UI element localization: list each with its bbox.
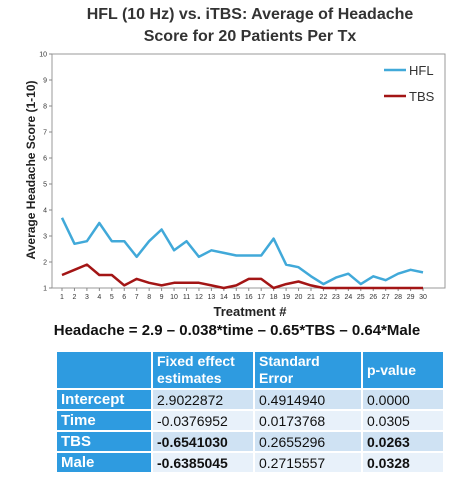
regression-equation: Headache = 2.9 – 0.038*time – 0.65*TBS –… bbox=[53, 322, 421, 339]
estimate-cell: 2.9022872 bbox=[153, 390, 253, 409]
x-tick-label: 19 bbox=[282, 294, 290, 301]
chart-title: HFL (10 Hz) vs. iTBS: Average of Headach… bbox=[40, 4, 460, 48]
table-row: Time -0.0376952 0.0173768 0.0305 bbox=[57, 411, 443, 430]
x-tick-label: 29 bbox=[407, 294, 415, 301]
x-tick-label: 23 bbox=[332, 294, 340, 301]
table-header-blank bbox=[57, 352, 151, 388]
legend-label: TBS bbox=[409, 89, 435, 104]
estimate-cell: -0.6541030 bbox=[153, 432, 253, 451]
y-tick-label: 6 bbox=[43, 156, 47, 163]
y-tick-label: 1 bbox=[43, 286, 47, 293]
series-line-tbs bbox=[61, 263, 423, 290]
y-tick-label: 2 bbox=[43, 260, 47, 267]
x-tick-label: 8 bbox=[147, 294, 151, 301]
x-axis-label: Treatment # bbox=[214, 304, 288, 319]
p-value-cell: 0.0000 bbox=[363, 390, 443, 409]
y-tick-label: 9 bbox=[43, 78, 47, 85]
row-label: Time bbox=[57, 411, 151, 430]
x-tick-label: 26 bbox=[369, 294, 377, 301]
x-tick-label: 20 bbox=[295, 294, 303, 301]
x-tick-label: 6 bbox=[122, 294, 126, 301]
x-tick-label: 5 bbox=[110, 294, 114, 301]
x-tick-label: 4 bbox=[97, 294, 101, 301]
x-tick-label: 7 bbox=[135, 294, 139, 301]
table-row: Intercept 2.9022872 0.4914940 0.0000 bbox=[57, 390, 443, 409]
std-error-cell: 0.2655296 bbox=[255, 432, 361, 451]
row-label: Intercept bbox=[57, 390, 151, 409]
y-tick-label: 10 bbox=[39, 52, 47, 59]
std-error-cell: 0.0173768 bbox=[255, 411, 361, 430]
x-tick-label: 9 bbox=[160, 294, 164, 301]
x-tick-label: 17 bbox=[257, 294, 265, 301]
x-tick-label: 1 bbox=[60, 294, 64, 301]
std-error-cell: 0.2715557 bbox=[255, 453, 361, 472]
fixed-effects-table: Fixed effect estimates Standard Error p-… bbox=[55, 350, 445, 474]
x-tick-label: 10 bbox=[170, 294, 178, 301]
estimate-cell: -0.0376952 bbox=[153, 411, 253, 430]
y-axis-label: Average Headache Score (1-10) bbox=[24, 81, 38, 260]
x-tick-label: 14 bbox=[220, 294, 228, 301]
x-tick-label: 16 bbox=[245, 294, 253, 301]
chart-title-line-1: HFL (10 Hz) vs. iTBS: Average of Headach… bbox=[86, 6, 414, 23]
legend-box bbox=[382, 58, 442, 110]
estimate-cell: -0.6385045 bbox=[153, 453, 253, 472]
x-tick-label: 30 bbox=[419, 294, 427, 301]
y-tick-label: 8 bbox=[43, 104, 47, 111]
x-tick-label: 12 bbox=[195, 294, 203, 301]
x-tick-label: 24 bbox=[344, 294, 352, 301]
x-tick-label: 27 bbox=[382, 294, 390, 301]
x-tick-label: 18 bbox=[270, 294, 278, 301]
x-tick-label: 2 bbox=[72, 294, 76, 301]
row-label: Male bbox=[57, 453, 151, 472]
series-line-hfl bbox=[60, 217, 424, 286]
x-tick-label: 15 bbox=[232, 294, 240, 301]
y-tick-label: 5 bbox=[43, 182, 47, 189]
table-header-row: Fixed effect estimates Standard Error p-… bbox=[57, 352, 443, 388]
p-value-cell: 0.0328 bbox=[363, 453, 443, 472]
chart-title-line-2: Score for 20 Patients Per Tx bbox=[143, 28, 357, 45]
x-tick-label: 25 bbox=[357, 294, 365, 301]
row-label: TBS bbox=[57, 432, 151, 451]
y-tick-label: 7 bbox=[43, 130, 47, 137]
x-tick-label: 22 bbox=[320, 294, 328, 301]
x-tick-label: 3 bbox=[85, 294, 89, 301]
table-header-se: Standard Error bbox=[255, 352, 361, 388]
legend-label: HFL bbox=[409, 63, 434, 78]
p-value-cell: 0.0263 bbox=[363, 432, 443, 451]
plot-area bbox=[51, 53, 446, 289]
x-tick-label: 13 bbox=[208, 294, 216, 301]
std-error-cell: 0.4914940 bbox=[255, 390, 361, 409]
y-tick-label: 3 bbox=[43, 234, 47, 241]
table-row: TBS -0.6541030 0.2655296 0.0263 bbox=[57, 432, 443, 451]
x-tick-label: 11 bbox=[183, 294, 190, 301]
x-tick-label: 21 bbox=[307, 294, 315, 301]
p-value-cell: 0.0305 bbox=[363, 411, 443, 430]
y-tick-label: 4 bbox=[43, 208, 47, 215]
table-row: Male -0.6385045 0.2715557 0.0328 bbox=[57, 453, 443, 472]
table-header-pvalue: p-value bbox=[363, 352, 443, 388]
x-tick-label: 28 bbox=[394, 294, 402, 301]
table-header-estimate: Fixed effect estimates bbox=[153, 352, 253, 388]
